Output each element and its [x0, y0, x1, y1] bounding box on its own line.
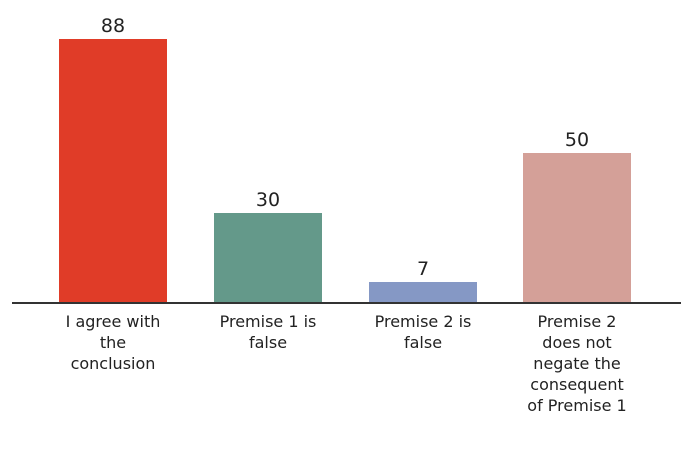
- category-label-line: Premise 1 is: [220, 312, 317, 331]
- category-label-line: Premise 2 is: [375, 312, 472, 331]
- value-label-1: 88: [101, 15, 125, 37]
- category-label-line: false: [249, 333, 287, 352]
- category-label-2: Premise 1 is false: [220, 312, 317, 352]
- bars-group: [59, 39, 631, 303]
- category-label-line: conclusion: [71, 354, 156, 373]
- category-labels-group: I agree with the conclusion Premise 1 is fal…: [66, 312, 627, 415]
- category-label-1: I agree with the conclusion: [66, 312, 161, 373]
- category-label-line: of Premise 1: [527, 396, 626, 415]
- category-label-line: Premise 2: [538, 312, 617, 331]
- category-label-3: Premise 2 is false: [375, 312, 472, 352]
- bar-2: [214, 213, 322, 303]
- value-label-3: 7: [417, 258, 429, 280]
- category-label-line: false: [404, 333, 442, 352]
- value-label-4: 50: [565, 129, 589, 151]
- value-labels-group: 88 30 7 50: [101, 15, 589, 280]
- category-label-line: consequent: [530, 375, 623, 394]
- category-label-line: I agree with: [66, 312, 161, 331]
- category-label-line: the: [100, 333, 126, 352]
- value-label-2: 30: [256, 189, 280, 211]
- category-label-4: Premise 2 does not negate the consequent of …: [527, 312, 626, 415]
- category-label-line: does not: [542, 333, 611, 352]
- bar-4: [523, 153, 631, 303]
- bar-3: [369, 282, 477, 303]
- bar-1: [59, 39, 167, 303]
- category-label-line: negate the: [533, 354, 620, 373]
